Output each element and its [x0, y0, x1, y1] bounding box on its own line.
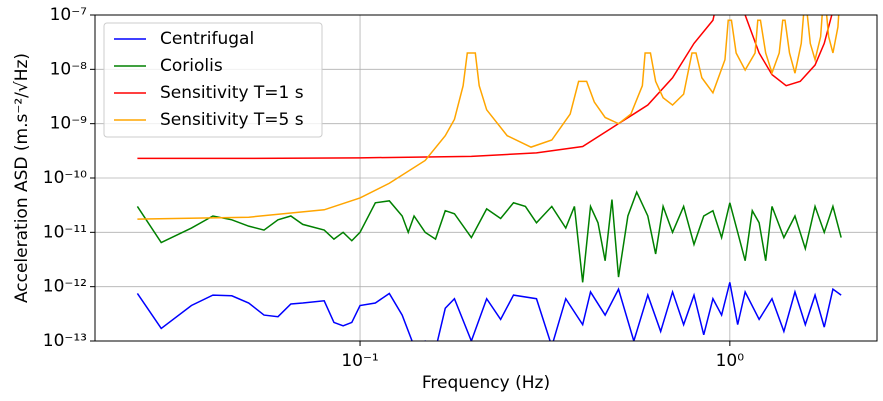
x-tick-label: 10⁰: [716, 351, 745, 371]
legend-label: Sensitivity T=5 s: [160, 110, 304, 130]
y-tick-label: 10⁻¹³: [43, 331, 87, 351]
y-tick-label: 10⁻¹²: [43, 277, 87, 297]
series-line: [136, 282, 842, 341]
y-tick-label: 10⁻⁹: [50, 114, 88, 134]
legend-box: [103, 22, 323, 138]
legend: Centrifugal Coriolis Sensitivity T=1 s Sens…: [103, 22, 323, 138]
y-axis-label: Acceleration ASD (m.s⁻²/√Hz): [12, 53, 32, 303]
legend-label: Sensitivity T=1 s: [160, 83, 304, 103]
legend-label: Coriolis: [160, 56, 223, 76]
x-axis-label: Frequency (Hz): [422, 373, 550, 393]
y-tick-label: 10⁻¹¹: [43, 222, 87, 242]
series-line: [137, 15, 840, 220]
y-tick-label: 10⁻⁷: [50, 5, 88, 25]
x-tick-label: 10⁻¹: [341, 351, 378, 371]
y-tick-label: 10⁻⁸: [50, 59, 88, 79]
series-line: [137, 15, 833, 160]
series-line: [136, 190, 842, 283]
ticks: 10⁻¹ 10⁰ 10⁻¹³ 10⁻¹² 10⁻¹¹ 10⁻¹⁰ 10⁻⁹ 10⁻⁸ 10⁻⁷: [43, 5, 744, 371]
y-tick-label: 10⁻¹⁰: [43, 168, 87, 188]
plot-lines: [136, 15, 842, 341]
legend-label: Centrifugal: [160, 29, 254, 49]
